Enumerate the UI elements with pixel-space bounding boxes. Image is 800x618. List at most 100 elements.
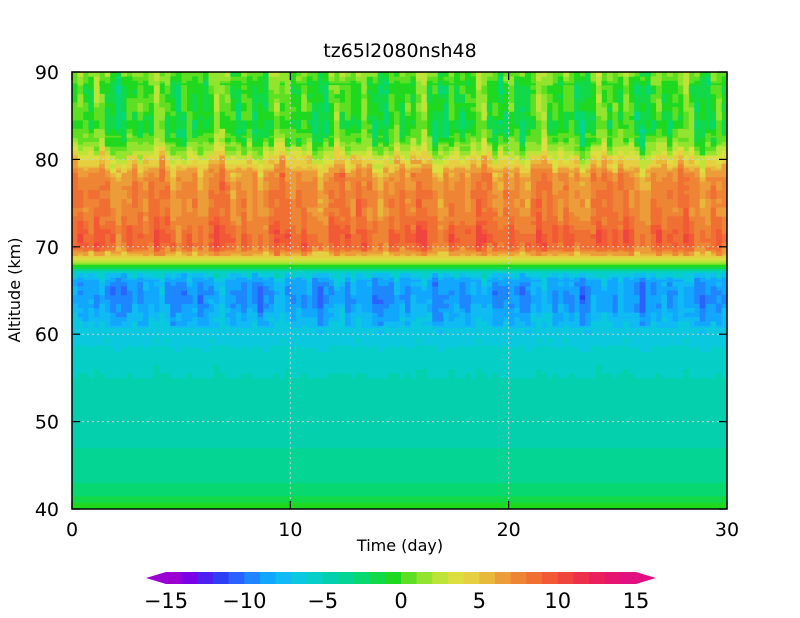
contour-cell (317, 163, 324, 169)
contour-cell (328, 220, 335, 226)
contour-cell (596, 216, 602, 221)
contour-cell (377, 98, 384, 103)
contour-cell (514, 133, 520, 138)
contour-cell (235, 299, 242, 305)
contour-cell (164, 89, 171, 95)
contour-cell (508, 181, 515, 187)
contour-cell (699, 312, 706, 318)
contour-cell (115, 98, 122, 103)
contour-cell (175, 251, 182, 256)
contour-cell (656, 246, 662, 252)
contour-cell (470, 168, 477, 173)
contour-cell (481, 141, 488, 147)
contour-cell (519, 120, 526, 125)
contour-band (72, 502, 727, 506)
contour-cell (705, 185, 712, 191)
contour-cell (672, 176, 679, 182)
contour-cell (399, 133, 406, 138)
contour-cell (470, 189, 477, 195)
contour-cell (273, 128, 280, 134)
contour-cell (481, 155, 488, 160)
contour-cell (104, 115, 111, 121)
contour-cell (339, 373, 346, 379)
contour-cell (153, 207, 160, 213)
contour-cell (273, 325, 280, 331)
contour-band (72, 257, 727, 261)
contour-cell (203, 238, 209, 243)
contour-cell (115, 198, 122, 204)
colorbar-extend-high (636, 572, 656, 584)
contour-cell (601, 80, 608, 86)
contour-cell (99, 98, 106, 103)
contour-cell (175, 203, 182, 208)
contour-cell (279, 189, 286, 195)
contour-cell (563, 185, 570, 191)
contour-cell (142, 321, 149, 326)
contour-cell (716, 163, 722, 169)
contour-cell (170, 93, 177, 99)
contour-cell (115, 281, 122, 287)
contour-cell (306, 80, 313, 86)
contour-cell (410, 216, 417, 221)
contour-cell (710, 273, 717, 278)
contour-cell (475, 76, 482, 82)
contour-cell (121, 111, 127, 117)
contour-cell (164, 290, 171, 296)
contour-cell (568, 203, 575, 208)
contour-cell (568, 316, 575, 322)
contour-cell (181, 85, 188, 90)
contour-cell (153, 242, 160, 248)
contour-cell (716, 85, 722, 90)
contour-band (72, 432, 727, 436)
contour-cell (328, 307, 335, 313)
contour-cell (295, 198, 302, 204)
contour-cell (121, 89, 127, 95)
contour-cell (290, 185, 297, 191)
contour-cell (170, 303, 177, 309)
contour-cell (295, 89, 302, 95)
contour-cell (301, 238, 308, 243)
contour-cell (492, 133, 499, 138)
contour-cell (666, 194, 673, 200)
contour-cell (508, 316, 515, 322)
contour-cell (181, 141, 188, 147)
contour-cell (110, 163, 117, 169)
contour-cell (672, 80, 679, 86)
contour-cell (410, 321, 417, 326)
contour-cell (213, 124, 220, 130)
contour-cell (672, 290, 679, 296)
contour-cell (656, 176, 662, 182)
contour-cell (241, 281, 248, 287)
contour-cell (104, 290, 111, 296)
contour-cell (666, 115, 673, 121)
contour-cell (126, 106, 133, 112)
contour-cell (115, 76, 122, 82)
contour-cell (721, 102, 727, 108)
colorbar-swatch (338, 572, 355, 584)
contour-cell (263, 98, 269, 103)
contour-cell (634, 168, 641, 173)
contour-cell (645, 141, 651, 147)
contour-cell (525, 181, 531, 187)
contour-cell (355, 133, 362, 138)
contour-cell (394, 233, 400, 239)
contour-cell (159, 159, 166, 165)
contour-cell (535, 155, 542, 160)
contour-cell (246, 203, 253, 208)
contour-cell (579, 211, 586, 217)
contour-cell (710, 207, 717, 213)
contour-cell (394, 316, 400, 322)
contour-cell (535, 233, 542, 239)
contour-cell (601, 172, 608, 178)
contour-cell (115, 93, 122, 99)
contour-cell (257, 290, 264, 296)
contour-cell (486, 115, 493, 121)
contour-cell (273, 133, 280, 138)
contour-cell (606, 321, 613, 326)
contour-cell (323, 72, 329, 77)
contour-cell (541, 273, 548, 278)
contour-cell (508, 76, 515, 82)
contour-cell (72, 203, 78, 208)
contour-cell (164, 102, 171, 108)
contour-cell (574, 224, 581, 230)
